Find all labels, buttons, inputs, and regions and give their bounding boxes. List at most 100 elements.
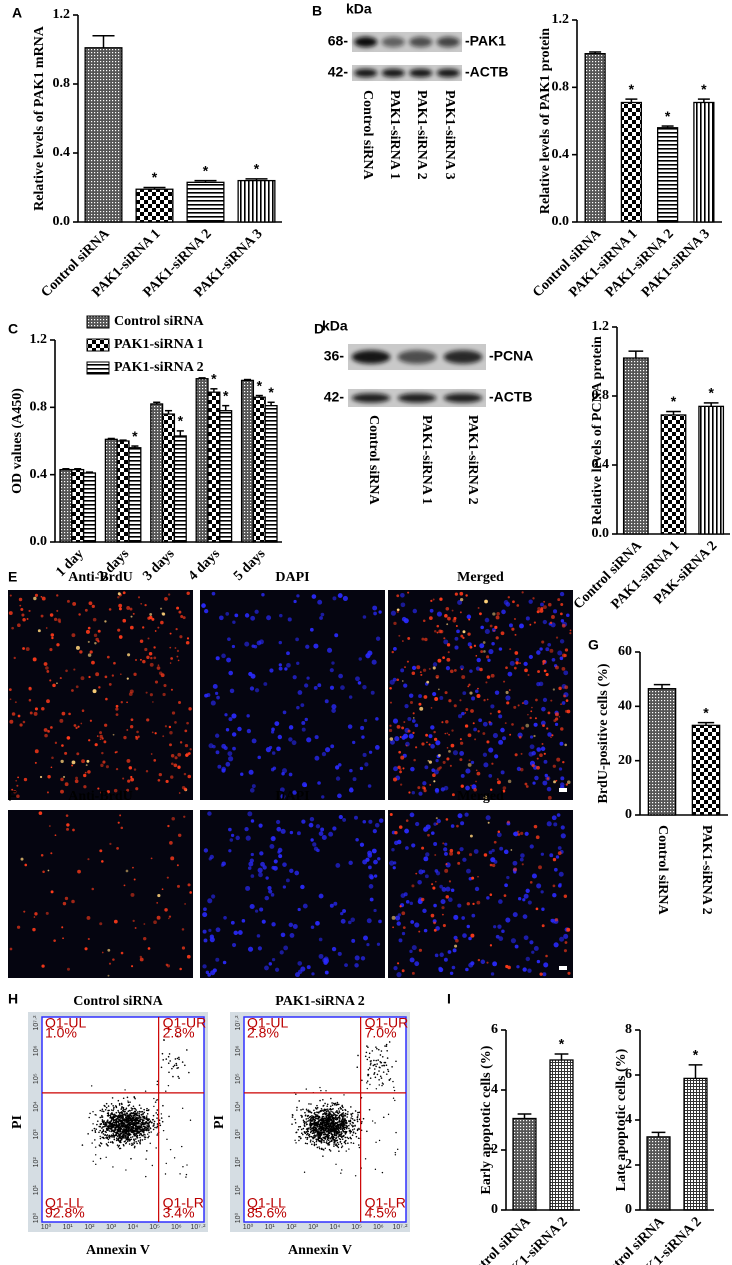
nucleus <box>368 750 373 754</box>
brdu-signal <box>123 735 127 740</box>
brdu-signal <box>99 738 102 740</box>
event <box>341 1138 344 1141</box>
brdu-signal <box>80 722 83 725</box>
nucleus <box>335 863 341 868</box>
event <box>105 1156 107 1158</box>
nucleus <box>303 783 308 787</box>
event <box>344 1108 346 1111</box>
event <box>348 1127 350 1130</box>
brdu-signal <box>165 963 169 967</box>
brdu-signal <box>113 919 118 924</box>
brdu-signal <box>428 667 431 670</box>
event <box>135 1113 137 1116</box>
nucleus <box>366 918 372 924</box>
brdu-signal <box>552 857 557 862</box>
event <box>303 1122 306 1125</box>
brdu-signal <box>407 729 411 733</box>
nucleus <box>439 696 444 700</box>
event <box>327 1142 330 1145</box>
brdu-signal <box>519 662 521 664</box>
brdu-signal <box>126 677 129 680</box>
nucleus <box>324 970 329 975</box>
event <box>335 1163 337 1166</box>
brdu-signal <box>511 723 514 726</box>
event <box>328 1148 331 1151</box>
event <box>307 1114 309 1117</box>
event <box>142 1125 145 1128</box>
brdu-signal <box>137 596 141 599</box>
event <box>142 1122 145 1125</box>
panel-label: G <box>588 637 599 653</box>
nucleus <box>503 600 509 605</box>
brdu-signal <box>153 656 157 660</box>
nucleus <box>367 784 372 788</box>
brdu-signal <box>552 884 556 888</box>
event <box>312 1140 314 1143</box>
brdu-signal <box>541 743 544 745</box>
event <box>345 1150 347 1152</box>
bar <box>195 378 209 543</box>
nucleus <box>433 769 439 775</box>
brdu-signal <box>16 794 20 798</box>
event <box>306 1136 309 1139</box>
event <box>358 1146 361 1149</box>
event <box>131 1109 133 1111</box>
nucleus <box>494 690 500 695</box>
event <box>111 1097 114 1099</box>
nucleus <box>359 842 365 847</box>
event <box>125 1127 127 1129</box>
event <box>145 1126 148 1128</box>
event <box>381 1084 383 1087</box>
event <box>351 1112 354 1115</box>
event <box>358 1127 360 1130</box>
event <box>172 1065 175 1068</box>
nucleus <box>451 965 456 970</box>
nucleus <box>331 704 337 710</box>
y-tick-label: 0.8 <box>552 80 570 95</box>
brdu-signal <box>476 900 481 905</box>
brdu-signal <box>529 881 533 884</box>
brdu-signal <box>23 777 28 782</box>
brdu-signal <box>535 835 540 840</box>
brdu-signal <box>398 634 401 637</box>
brdu-signal <box>99 922 103 926</box>
brdu-signal <box>532 597 535 600</box>
quadrant-name: Q1-UL <box>45 1015 86 1031</box>
brdu-signal <box>550 699 553 702</box>
event <box>167 1055 170 1058</box>
nucleus <box>296 705 300 710</box>
significance-star: * <box>132 428 138 444</box>
event <box>124 1137 127 1139</box>
nucleus <box>331 946 337 952</box>
nucleus <box>559 741 564 746</box>
event <box>149 1142 151 1145</box>
event <box>121 1120 124 1122</box>
nucleus <box>444 851 448 856</box>
brdu-signal <box>130 718 134 722</box>
y-tick-label: 10⁶ <box>235 1045 242 1056</box>
bar <box>237 179 276 223</box>
event <box>339 1128 342 1131</box>
brdu-signal <box>170 856 175 861</box>
event <box>137 1121 140 1123</box>
event <box>368 1056 371 1059</box>
event <box>119 1120 121 1122</box>
nucleus <box>334 633 339 638</box>
event <box>333 1133 336 1136</box>
event <box>334 1103 336 1106</box>
nucleus <box>492 961 498 967</box>
bar <box>82 472 97 543</box>
brdu-signal <box>515 661 519 665</box>
brdu-signal <box>442 923 446 928</box>
brdu-signal <box>24 863 28 867</box>
event <box>325 1110 328 1113</box>
blot-band <box>443 350 483 364</box>
event <box>152 1118 154 1121</box>
brdu-signal <box>479 667 483 672</box>
event <box>347 1137 350 1140</box>
nucleus <box>340 911 344 916</box>
column-title: Anti-BrdU <box>68 789 133 804</box>
event <box>327 1125 330 1127</box>
event <box>115 1124 117 1127</box>
brdu-signal <box>168 917 170 920</box>
